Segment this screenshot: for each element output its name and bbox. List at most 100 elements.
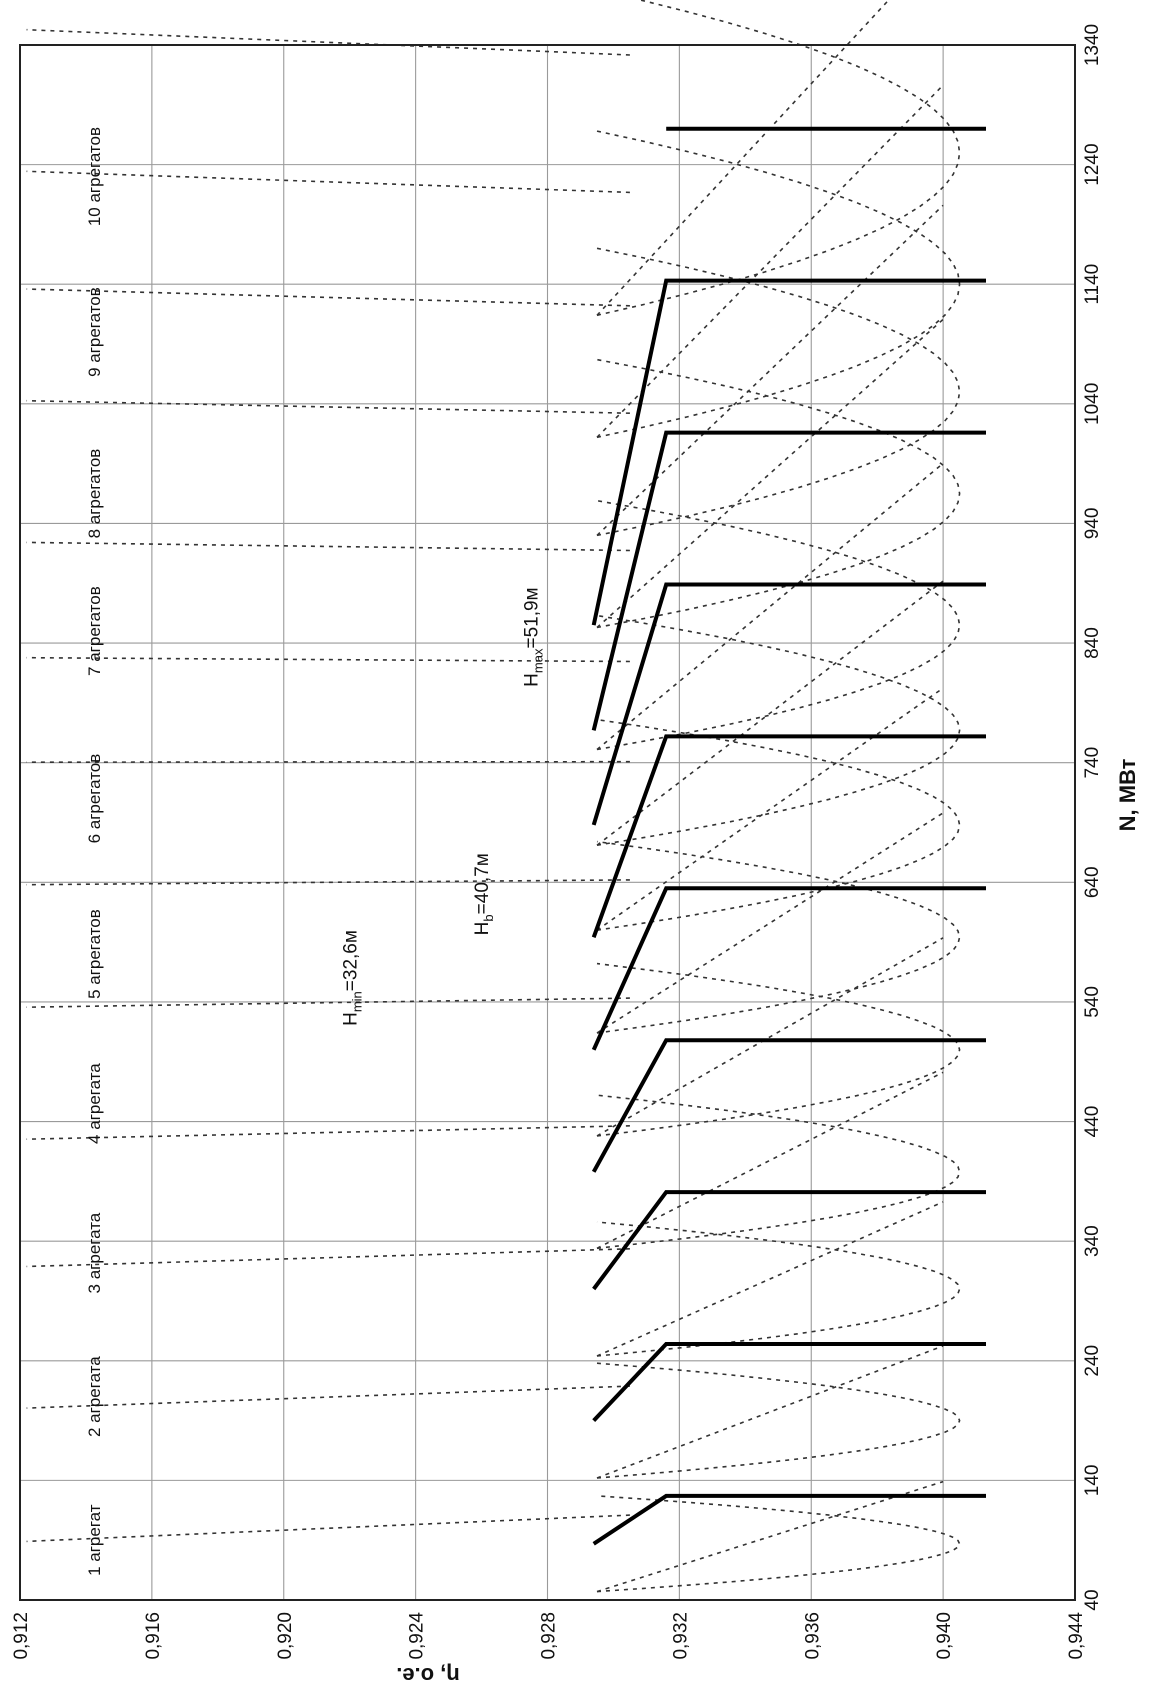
grid-layer	[19, 44, 1076, 1601]
dotted-crossing-line	[596, 580, 944, 846]
dotted-crossing-line	[596, 1201, 944, 1357]
dotted-efficiency-curve	[596, 1094, 961, 1250]
eta-tick-label: 0,932	[670, 1612, 691, 1660]
solid-envelope-6	[591, 734, 986, 938]
eta-tick-label: 0,940	[934, 1612, 955, 1660]
series-label: 4 агрегата	[85, 1063, 104, 1144]
series-label: 7 агрегатов	[85, 586, 104, 676]
solid-envelope-9	[591, 278, 986, 626]
head-label-sub: b	[481, 914, 496, 921]
n-tick-label: 1240	[1082, 143, 1103, 185]
dotted-efficiency-curve	[596, 130, 961, 439]
dotted-crossing-line	[596, 1071, 944, 1250]
n-tick-label: 1140	[1082, 264, 1103, 305]
dotted-descending-line	[26, 170, 630, 194]
dotted-descending-line	[26, 1125, 630, 1140]
n-axis-title: N, МВт	[1115, 758, 1140, 831]
solid-envelope-7	[591, 582, 986, 826]
n-tick-label: 1040	[1082, 383, 1103, 425]
head-label: Hmax=51,9м	[522, 587, 546, 686]
dotted-efficiency-curve	[596, 840, 961, 1034]
head-label-sub: min	[349, 991, 364, 1012]
n-tick-label: 240	[1082, 1345, 1103, 1377]
dotted-efficiency-curve	[596, 1362, 961, 1479]
dotted-efficiency-curve	[596, 614, 961, 846]
head-label: Hb=40,7м	[472, 853, 496, 935]
eta-tick-label: 0,928	[539, 1612, 560, 1660]
dotted-descending-line	[26, 1248, 630, 1268]
head-label-sub: max	[531, 648, 546, 673]
dotted-crossing-line	[596, 204, 944, 536]
dotted-descending-line	[26, 656, 630, 663]
dotted-crossing-line	[596, 937, 944, 1137]
eta-tick-label: 0,936	[802, 1612, 823, 1660]
head-label: Hmin=32,6м	[340, 930, 364, 1026]
head-label-main: H	[340, 1012, 361, 1026]
solid-envelope-4	[591, 1038, 986, 1173]
n-tick-label: 540	[1082, 986, 1103, 1018]
series-label: 6 агрегатов	[85, 754, 104, 844]
n-tick-label: 340	[1082, 1225, 1103, 1257]
eta-tick-label: 0,944	[1066, 1612, 1087, 1660]
eta-axis-title: η, о.е.	[396, 1663, 460, 1688]
dotted-crossing-line	[596, 462, 944, 751]
n-tick-label: 940	[1082, 508, 1103, 540]
dotted-crossing-line	[596, 1480, 944, 1593]
series-label: 5 агрегатов	[85, 909, 104, 999]
dotted-efficiency-curve	[596, 358, 961, 629]
eta-tick-label: 0,916	[143, 1612, 164, 1660]
dotted-efficiency-curve	[596, 718, 961, 931]
dotted-descending-line	[26, 288, 630, 307]
eta-tick-label: 0,912	[11, 1612, 32, 1660]
n-axis-ticks: 40 140 240 340 440 540 640 740 840 940 1040 1140 124…	[1082, 24, 1103, 1611]
n-tick-label: 740	[1082, 747, 1103, 779]
solid-envelope-1	[592, 1493, 986, 1546]
n-tick-label: 640	[1082, 866, 1103, 898]
solid-envelope-5	[591, 886, 986, 1051]
series-label: 10 агрегатов	[85, 127, 104, 226]
series-label: 2 агрегата	[85, 1356, 104, 1437]
dotted-crossing-line	[596, 1345, 944, 1479]
head-label-tail: =40,7м	[472, 853, 493, 914]
dotted-descending-line	[26, 399, 630, 414]
dotted-descending-line	[26, 28, 630, 56]
dotted-efficiency-curve	[596, 0, 961, 317]
n-tick-label: 140	[1082, 1465, 1103, 1497]
dotted-descending-line	[26, 760, 630, 763]
series-labels: 1 агрегат 2 агрегата 3 агрегата 4 агрегата 5…	[85, 127, 104, 1576]
series-label: 9 агрегатов	[85, 287, 104, 377]
head-label-tail: =32,6м	[340, 930, 361, 991]
dotted-descending-line	[26, 1514, 630, 1543]
dotted-efficiency-curve	[596, 962, 961, 1137]
solid-envelope-8	[591, 430, 986, 731]
n-tick-label: 440	[1082, 1106, 1103, 1138]
eta-axis-ticks: 0,944 0,940 0,936 0,932 0,928 0,924 0,920 0,916…	[11, 1612, 1087, 1660]
n-tick-label: 1340	[1082, 24, 1103, 66]
head-label-main: H	[472, 922, 493, 936]
series-label: 8 агрегатов	[85, 449, 104, 539]
dotted-descending-line	[26, 997, 630, 1008]
dotted-curves-layer	[26, 0, 961, 1593]
series-label: 3 агрегата	[85, 1212, 104, 1293]
solid-envelope-3	[592, 1190, 986, 1291]
eta-tick-label: 0,924	[407, 1612, 428, 1660]
n-tick-label: 840	[1082, 627, 1103, 659]
eta-tick-label: 0,920	[275, 1612, 296, 1660]
n-tick-label: 40	[1082, 1589, 1103, 1610]
head-label-tail: =51,9м	[522, 587, 543, 648]
head-label-main: H	[522, 673, 543, 687]
dotted-efficiency-curve	[596, 247, 961, 537]
dotted-descending-line	[26, 541, 630, 552]
series-label: 1 агрегат	[85, 1504, 104, 1576]
dotted-efficiency-curve	[596, 1495, 961, 1593]
dotted-crossing-line	[596, 84, 944, 438]
solid-curves-layer	[591, 126, 986, 1546]
dotted-efficiency-curve	[596, 499, 961, 751]
dotted-crossing-line	[596, 687, 944, 931]
dotted-descending-line	[26, 1385, 630, 1409]
solid-envelope-2	[592, 1342, 986, 1422]
dotted-crossing-line	[596, 0, 890, 316]
dotted-descending-line	[26, 879, 630, 886]
